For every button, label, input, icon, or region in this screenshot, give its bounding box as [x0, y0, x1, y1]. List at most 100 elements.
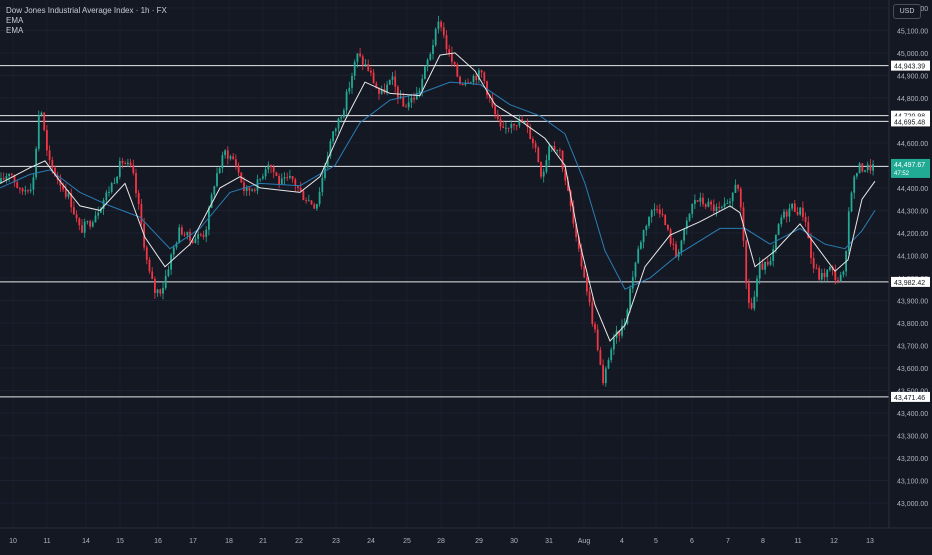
candle-body [577, 237, 580, 249]
candle-body [137, 192, 140, 204]
candle-body [591, 302, 594, 325]
candle-body [289, 176, 291, 178]
candle-body [750, 302, 753, 309]
candle-body [386, 84, 388, 94]
candle-body [116, 176, 118, 183]
candle-body [391, 76, 394, 80]
candle-body [46, 130, 48, 151]
candle-body [529, 127, 532, 139]
candle-body [410, 97, 413, 103]
candle-body [550, 146, 553, 148]
candle-body [32, 177, 35, 190]
candle-body [842, 271, 845, 275]
indicator-ema-1[interactable]: EMA [6, 16, 24, 25]
candle-body [183, 234, 186, 236]
candle-body [172, 247, 175, 255]
candle-body [737, 184, 739, 189]
candle-body [815, 268, 818, 270]
candle-body [270, 164, 272, 168]
candle-body [108, 191, 110, 193]
candle-body [167, 269, 170, 277]
candle-body [505, 127, 507, 129]
candle-body [243, 182, 245, 192]
chart-title[interactable]: Dow Jones Industrial Average Index · 1h … [6, 6, 167, 15]
time-axis[interactable]: 10 11 14 15 16 17 18 21 22 23 24 25 28 29 30 31 Aug 4 5 6 7 8… [9, 538, 874, 545]
price-tick-label: 43,200.00 [897, 456, 928, 463]
candle-body [164, 276, 167, 288]
time-tick-label: 11 [43, 538, 50, 545]
price-tick-label: 43,800.00 [897, 321, 928, 328]
candle-body [232, 156, 235, 160]
currency-button[interactable]: USD [893, 4, 921, 19]
level-label-box [891, 60, 930, 71]
candle-body [634, 262, 637, 278]
candle-body [453, 61, 456, 65]
candle-body [229, 156, 232, 159]
time-tick-label: 13 [866, 538, 874, 545]
candle-body [248, 187, 251, 191]
candle-body [847, 211, 850, 251]
candle-body [326, 156, 329, 168]
time-tick-label: 15 [116, 538, 124, 545]
candle-body [51, 159, 54, 168]
candle-body [694, 200, 696, 204]
candle-body [553, 146, 556, 151]
candle-body [251, 189, 253, 191]
candle-body [110, 183, 113, 192]
candle-body [561, 150, 564, 170]
candle-body [723, 203, 726, 207]
chart-legend: Dow Jones Industrial Average Index · 1h … [6, 6, 167, 36]
candle-body [775, 234, 777, 249]
candle-body [483, 72, 486, 82]
candle-body [515, 125, 518, 127]
candle-body [499, 118, 502, 127]
candle-body [829, 266, 831, 270]
candle-body [280, 178, 283, 185]
candle-body [345, 91, 348, 111]
candle-body [27, 190, 29, 192]
candle-body [559, 150, 561, 152]
price-tick-label: 44,900.00 [897, 73, 928, 80]
candle-body [364, 64, 367, 66]
candle-body [494, 106, 496, 115]
candle-body [731, 192, 734, 202]
candle-body [156, 289, 159, 293]
candle-body [510, 124, 513, 128]
candle-body [283, 177, 286, 179]
candle-body [405, 106, 407, 108]
candle-body [189, 231, 191, 241]
candle-body [445, 35, 448, 50]
candle-body [140, 203, 143, 224]
candle-body [397, 86, 399, 99]
candle-body [469, 82, 472, 84]
candle-body [334, 128, 337, 132]
candle-body [556, 150, 559, 152]
ema-slow-line [0, 81, 876, 290]
candle-body [637, 248, 640, 263]
candle-body [820, 272, 823, 280]
candle-body [448, 49, 451, 53]
grid [0, 7, 889, 504]
candle-body [145, 247, 148, 260]
level-label-box [891, 276, 930, 287]
candle-body [567, 180, 569, 191]
candle-body [653, 209, 656, 211]
candle-body [785, 211, 788, 217]
candle-body [272, 167, 275, 173]
candle-body [650, 210, 653, 217]
candle-body [540, 162, 542, 177]
candle-body [834, 270, 837, 280]
candle-body [532, 138, 534, 144]
indicator-ema-2[interactable]: EMA [6, 26, 24, 35]
candle-body [864, 170, 866, 172]
candle-body [97, 212, 100, 216]
candle-body [418, 90, 421, 93]
candle-body [491, 98, 494, 107]
candle-body [407, 102, 410, 108]
candle-body [100, 209, 102, 213]
candle-body [40, 112, 43, 116]
candle-body [683, 228, 685, 241]
candle-body [237, 165, 240, 173]
